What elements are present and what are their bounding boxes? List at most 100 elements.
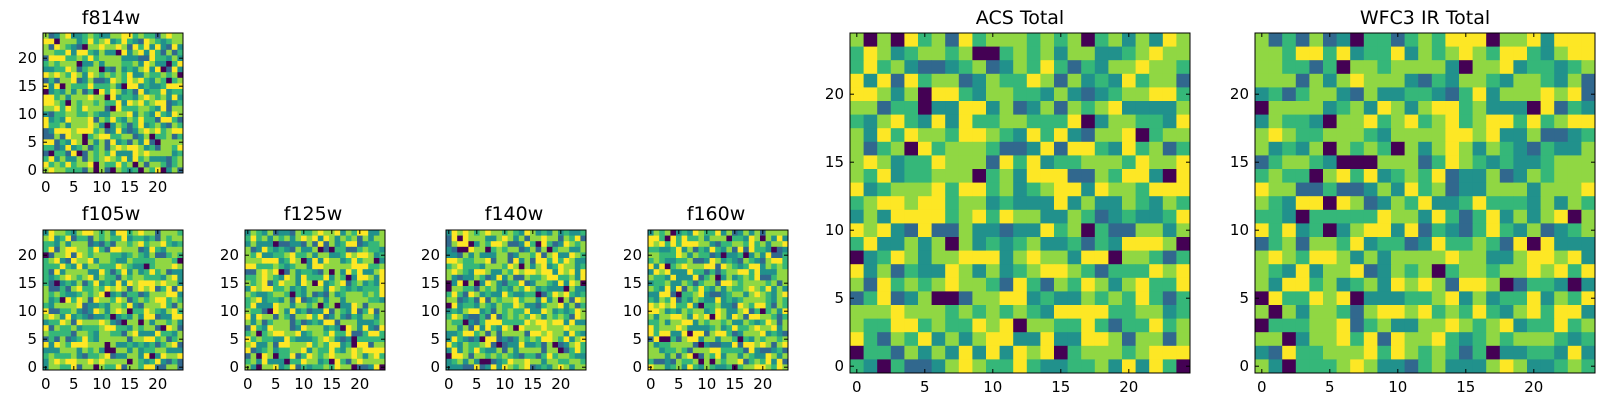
heatmap-cell	[945, 141, 960, 156]
heatmap-cell	[1404, 73, 1419, 88]
heatmap-cell	[1282, 182, 1297, 197]
heatmap-cell	[1486, 101, 1501, 115]
heatmap-cell	[748, 336, 755, 343]
heatmap-cell	[754, 325, 761, 332]
heatmap-cell	[1108, 101, 1123, 115]
heatmap-cell	[1513, 277, 1528, 292]
heatmap-cell	[59, 122, 66, 129]
heatmap-cell	[479, 325, 486, 332]
heatmap-cell	[676, 302, 682, 309]
heatmap-cell	[490, 235, 497, 242]
heatmap-cell	[485, 263, 492, 270]
heatmap-cell	[535, 297, 542, 304]
heatmap-cell	[121, 128, 128, 135]
heatmap-cell	[1554, 305, 1569, 319]
heatmap-cell	[972, 277, 987, 292]
heatmap-cell	[312, 325, 319, 332]
heatmap-cell	[958, 114, 973, 129]
heatmap-cell	[1295, 345, 1310, 360]
heatmap-cell	[782, 258, 789, 264]
heatmap-cell	[160, 302, 167, 309]
heatmap-cell	[850, 332, 864, 347]
heatmap-cell	[329, 280, 335, 287]
heatmap-cell	[87, 111, 94, 118]
heatmap-cell	[357, 330, 363, 337]
heatmap-cell	[171, 89, 178, 95]
heatmap-cell	[295, 258, 302, 264]
heatmap-cell	[357, 325, 363, 332]
heatmap-cell	[776, 308, 783, 315]
heatmap-cell	[160, 252, 167, 259]
heatmap-cell	[524, 330, 531, 337]
heatmap-cell	[958, 237, 973, 251]
heatmap-cell	[373, 252, 380, 259]
heatmap-cell	[110, 269, 117, 276]
heatmap-cell	[87, 314, 94, 320]
heatmap-cell	[782, 342, 789, 348]
heatmap-cell	[177, 38, 184, 45]
heatmap-cell	[71, 111, 77, 118]
heatmap-cell	[121, 111, 128, 118]
heatmap-cell	[54, 49, 61, 56]
panel-title: f105w	[82, 203, 141, 225]
heatmap-cell	[502, 347, 508, 354]
heatmap-cell	[289, 235, 296, 242]
heatmap-cell	[1135, 114, 1150, 129]
heatmap-cell	[149, 128, 156, 135]
heatmap-cell	[82, 61, 89, 67]
heatmap-cell	[71, 145, 77, 151]
heatmap-cell	[256, 358, 263, 365]
heatmap-cell	[664, 319, 671, 326]
heatmap-cell	[1040, 33, 1055, 47]
heatmap-cell	[1554, 359, 1569, 374]
heatmap-cell	[1445, 250, 1460, 265]
heatmap-cell	[760, 336, 766, 343]
heatmap-cell	[171, 241, 178, 248]
heatmap-cell	[648, 291, 654, 298]
heatmap-cell	[999, 196, 1014, 211]
heatmap-cell	[345, 308, 352, 315]
heatmap-cell	[490, 258, 497, 264]
heatmap-cell	[457, 280, 464, 287]
heatmap-cell	[334, 297, 341, 304]
heatmap-cell	[278, 230, 285, 236]
heatmap-cell	[1499, 33, 1514, 47]
heatmap-cell	[1135, 196, 1150, 211]
heatmap-cell	[726, 235, 733, 242]
heatmap-cell	[765, 358, 772, 365]
heatmap-cell	[1162, 305, 1177, 319]
heatmap-cell	[670, 246, 677, 253]
heatmap-cell	[143, 133, 150, 140]
heatmap-cell	[754, 235, 761, 242]
heatmap-cell	[115, 139, 122, 146]
heatmap-cell	[323, 336, 330, 343]
heatmap-cell	[177, 314, 184, 320]
heatmap-cell	[670, 347, 677, 354]
heatmap-cell	[1445, 87, 1460, 102]
heatmap-cell	[143, 49, 150, 56]
heatmap-cell	[737, 358, 744, 365]
heatmap-cell	[138, 297, 145, 304]
heatmap-cell	[698, 308, 705, 315]
heatmap-cell	[329, 258, 335, 264]
heatmap-cell	[709, 258, 716, 264]
heatmap-cell	[329, 246, 335, 253]
heatmap-cell	[468, 330, 475, 337]
heatmap-cell	[177, 274, 184, 281]
heatmap-cell	[748, 297, 755, 304]
heatmap-cell	[76, 364, 83, 371]
heatmap-cell	[524, 302, 531, 309]
heatmap-cell	[1527, 46, 1541, 61]
heatmap-cell	[748, 241, 755, 248]
heatmap-cell	[138, 77, 145, 84]
heatmap-cell	[76, 280, 83, 287]
heatmap-cell	[65, 274, 72, 281]
heatmap-cell	[1013, 46, 1028, 61]
heatmap-cell	[535, 336, 542, 343]
heatmap-cell	[676, 246, 682, 253]
heatmap-cell	[659, 263, 666, 270]
heatmap-cell	[558, 302, 564, 309]
heatmap-cell	[1404, 277, 1419, 292]
heatmap-cell	[273, 286, 279, 292]
